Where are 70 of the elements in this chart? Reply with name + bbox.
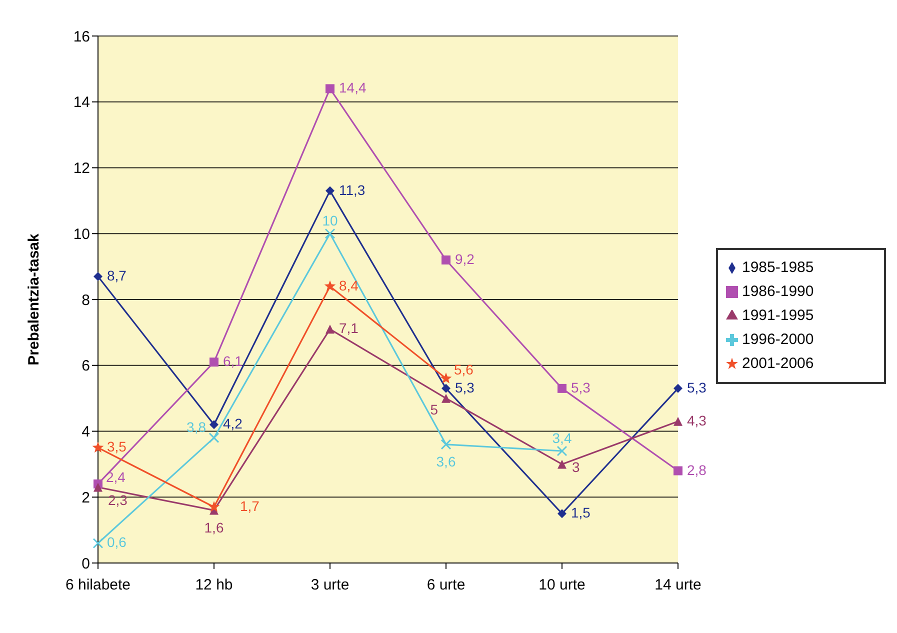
data-label: 4,2 (223, 416, 243, 432)
x-tick-label: 12 hb (195, 576, 233, 594)
y-tick-label: 2 (82, 489, 90, 506)
y-tick-label: 4 (82, 424, 90, 441)
y-tick-label: 10 (73, 226, 90, 243)
legend-label: 1986-1990 (742, 282, 814, 300)
data-label: 5,3 (455, 379, 475, 396)
data-label: 2,8 (687, 462, 707, 478)
x-tick-label: 14 urte (654, 576, 702, 594)
point (326, 186, 334, 196)
data-label: 1,7 (240, 498, 260, 514)
data-label: 3,6 (436, 453, 456, 470)
point (440, 439, 452, 450)
point (92, 538, 104, 548)
point (326, 324, 334, 334)
point (558, 384, 566, 393)
data-label: 14,4 (339, 80, 366, 96)
point (208, 432, 220, 444)
data-label: 4,3 (687, 412, 707, 428)
point (210, 358, 218, 367)
data-label: 5 (430, 401, 438, 418)
data-label: 3,5 (107, 438, 127, 455)
data-label: 11,3 (339, 182, 366, 198)
data-label: 5,6 (454, 362, 474, 378)
point (94, 482, 102, 492)
point (440, 372, 452, 384)
y-axis-title: Prebalentzia-tasak (25, 232, 42, 366)
point (558, 460, 566, 469)
data-label: 3,4 (552, 430, 572, 446)
data-label: 8,4 (339, 277, 359, 294)
y-tick-label: 16 (73, 28, 90, 46)
point (210, 420, 218, 430)
data-label: 8,7 (107, 267, 127, 284)
point (326, 84, 334, 94)
y-tick-label: 8 (82, 292, 90, 309)
y-tick-label: 12 (73, 160, 90, 178)
legend-label: 1985-1985 (742, 258, 814, 276)
legend-label: 2001-2006 (742, 354, 814, 372)
data-label: 9,2 (455, 250, 475, 267)
data-label: 10 (322, 212, 338, 229)
x-tick-label: 6 urte (426, 576, 466, 594)
data-label: 3 (572, 459, 580, 476)
point (92, 442, 104, 453)
data-label: 7,1 (339, 320, 359, 336)
point (674, 384, 682, 393)
data-label: 5,3 (687, 379, 707, 396)
y-tick-label: 14 (73, 94, 90, 112)
y-tick-label: 0 (82, 555, 90, 572)
x-tick-label: 6 hilabete (65, 576, 131, 594)
point (558, 509, 566, 518)
point (94, 272, 102, 281)
data-label: 1,6 (204, 519, 224, 536)
x-tick-label: 3 urte (310, 576, 350, 594)
point (442, 394, 450, 403)
point (674, 416, 682, 426)
legend-label: 1991-1995 (742, 306, 814, 324)
x-tick-label: 10 urte (538, 576, 586, 594)
point (442, 255, 450, 264)
data-label: 0,6 (107, 534, 127, 550)
point (324, 280, 336, 292)
legend-label: 1996-2000 (742, 330, 814, 348)
data-label: 5,3 (571, 379, 591, 396)
y-tick-label: 6 (82, 358, 90, 375)
point (674, 466, 682, 476)
data-label: 6,1 (223, 353, 243, 370)
point (442, 384, 450, 393)
point (556, 446, 568, 456)
point (208, 501, 220, 512)
data-label: 1,5 (571, 504, 591, 521)
point (324, 228, 336, 239)
